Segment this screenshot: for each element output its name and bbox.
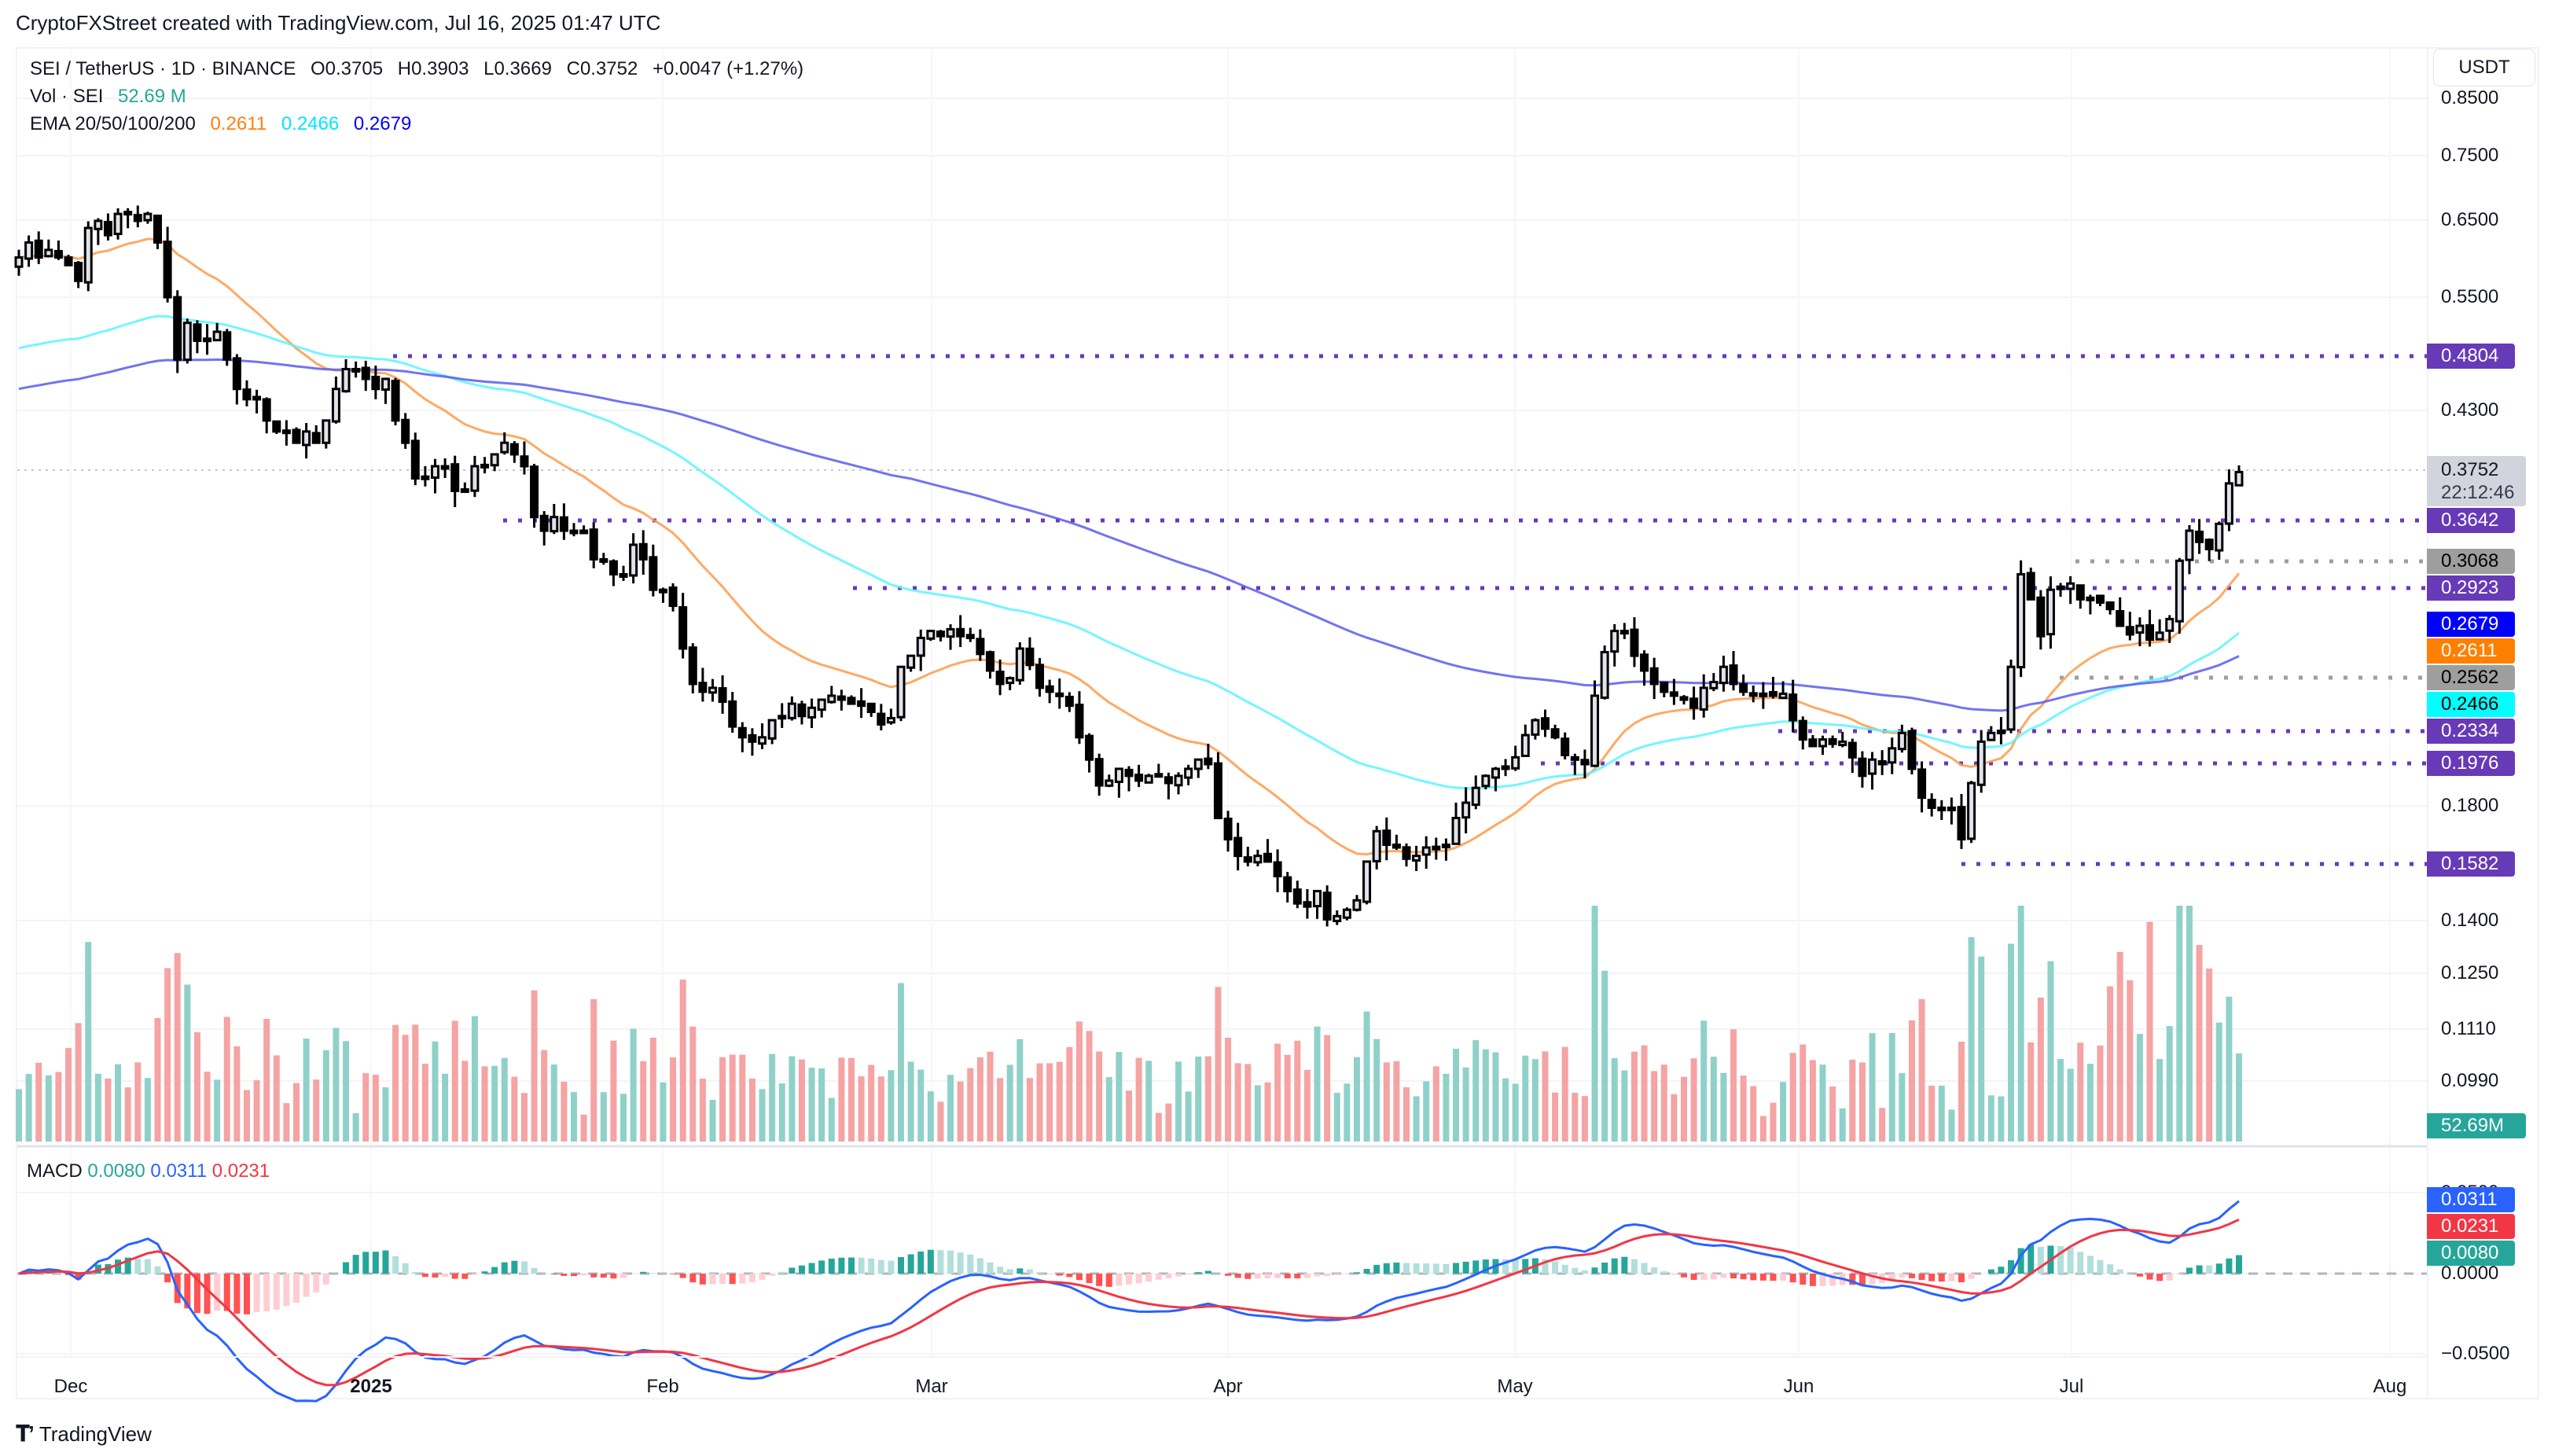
- price-level-label: 0.2334: [2427, 719, 2515, 744]
- price-tick: 0.6500: [2441, 209, 2499, 230]
- volume-bars: [16, 906, 2242, 1142]
- tradingview-logo-text: TradingView: [39, 1422, 152, 1446]
- time-tick: 2025: [350, 1376, 392, 1397]
- price-level-label: 0.3068: [2427, 549, 2515, 574]
- macd-histogram-value: 0.0080: [87, 1160, 145, 1182]
- ema50-value: 0.2466: [281, 113, 340, 134]
- volume-legend-value: 52.69 M: [118, 86, 186, 107]
- ema-lines: [18, 237, 2241, 856]
- symbol-title: SEI / TetherUS · 1D · BINANCE: [30, 58, 296, 79]
- price-level-label: 0.1976: [2427, 751, 2515, 776]
- price-level-label: 0.4804: [2427, 344, 2515, 369]
- bar-countdown: 22:12:46: [2441, 482, 2515, 503]
- tradingview-footer[interactable]: 𝐓’ TradingView: [16, 1421, 152, 1447]
- price-tick: 0.0990: [2441, 1070, 2499, 1091]
- ema20-value: 0.2611: [210, 113, 267, 134]
- macd-value-label: 0.0080: [2427, 1241, 2515, 1266]
- price-level-label: 0.3642: [2427, 508, 2515, 533]
- tradingview-logo-icon: 𝐓’: [16, 1421, 35, 1446]
- ohlc-close: C0.3752: [566, 58, 638, 79]
- time-tick: Dec: [53, 1376, 88, 1397]
- price-tick: 0.1400: [2441, 910, 2499, 931]
- currency-selector-button[interactable]: USDT: [2433, 49, 2535, 86]
- macd-tick: −0.0500: [2441, 1343, 2510, 1364]
- macd-legend[interactable]: MACD 0.0080 0.0311 0.0231: [27, 1160, 270, 1182]
- price-tick: 0.1800: [2441, 795, 2499, 816]
- price-level-label: 0.2466: [2427, 692, 2515, 717]
- price-tick: 0.7500: [2441, 145, 2499, 166]
- time-tick: Jun: [1783, 1376, 1814, 1397]
- time-tick: Feb: [646, 1376, 679, 1397]
- price-level-label: 0.2611: [2427, 638, 2515, 664]
- ema-legend-label: EMA 20/50/100/200: [30, 113, 196, 134]
- chart-frame: [16, 47, 2539, 1399]
- chart-legend: SEI / TetherUS · 1D · BINANCE O0.3705 H0…: [30, 55, 803, 138]
- last-price-label: 0.3752 22:12:46: [2427, 456, 2526, 506]
- volume-legend-label: Vol · SEI: [30, 86, 104, 107]
- price-tick: 0.8500: [2441, 87, 2499, 108]
- price-change: +0.0047 (+1.27%): [653, 58, 804, 79]
- grid-lines: [17, 49, 2427, 1356]
- macd-value-label: 0.0231: [2427, 1214, 2515, 1239]
- ohlc-low: L0.3669: [483, 58, 552, 79]
- time-tick: Mar: [915, 1376, 948, 1397]
- volume-value-label: 52.69M: [2427, 1113, 2526, 1138]
- ema-legend-row[interactable]: EMA 20/50/100/200 0.2611 0.2466 0.2679: [30, 110, 803, 138]
- ohlc-open: O0.3705: [311, 58, 384, 79]
- price-level-label: 0.2923: [2427, 575, 2515, 601]
- price-tick: 0.1250: [2441, 962, 2499, 984]
- volume-legend-row[interactable]: Vol · SEI 52.69 M: [30, 83, 803, 110]
- last-price-value: 0.3752: [2441, 459, 2499, 480]
- candlesticks: [14, 205, 2244, 927]
- time-tick: Apr: [1213, 1376, 1243, 1397]
- macd-line-value: 0.0311: [150, 1160, 208, 1182]
- time-tick: May: [1497, 1376, 1533, 1397]
- price-tick: 0.4300: [2441, 399, 2499, 421]
- price-level-label: 0.2562: [2427, 665, 2515, 690]
- ema200-value: 0.2679: [353, 113, 412, 134]
- price-level-label: 0.2679: [2427, 612, 2515, 637]
- macd-legend-label: MACD: [27, 1160, 83, 1182]
- time-tick: Aug: [2373, 1376, 2407, 1397]
- macd-signal-value: 0.0231: [211, 1160, 270, 1182]
- macd-tick: 0.0000: [2441, 1263, 2499, 1284]
- macd-value-label: 0.0311: [2427, 1187, 2515, 1212]
- price-tick: 0.5500: [2441, 286, 2499, 307]
- symbol-legend-row[interactable]: SEI / TetherUS · 1D · BINANCE O0.3705 H0…: [30, 55, 803, 83]
- macd-pane: [17, 1200, 2427, 1403]
- price-level-label: 0.1582: [2427, 851, 2515, 877]
- ohlc-high: H0.3903: [397, 58, 469, 79]
- time-tick: Jul: [2059, 1376, 2084, 1397]
- chart-attribution: CryptoFXStreet created with TradingView.…: [16, 11, 661, 35]
- time-axis[interactable]: [16, 1356, 2427, 1401]
- price-tick: 0.1110: [2441, 1018, 2496, 1039]
